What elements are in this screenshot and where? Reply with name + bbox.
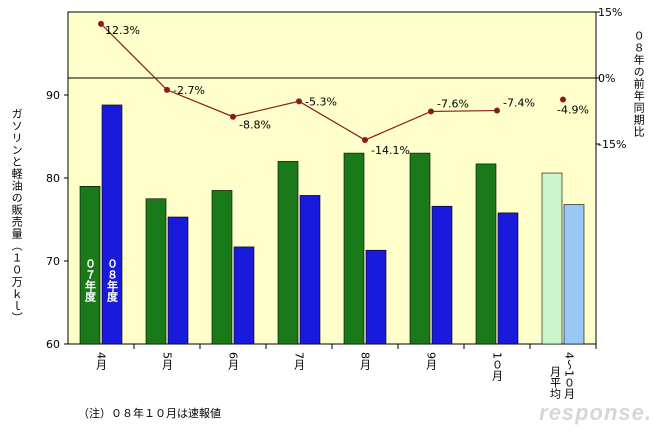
bar-07 bbox=[409, 152, 431, 345]
x-tick-label: 6月 bbox=[227, 352, 240, 370]
yoy-data-label: 12.3% bbox=[105, 24, 140, 37]
footnote: （注）０８年１０月は速報値 bbox=[78, 407, 221, 420]
bar-07 bbox=[277, 161, 299, 345]
x-tick-label: 7月 bbox=[293, 352, 306, 370]
watermark-logo: response. bbox=[539, 400, 652, 425]
bar-07 bbox=[541, 172, 563, 345]
bar-07 bbox=[343, 152, 365, 345]
x-tick-label: 9月 bbox=[425, 352, 438, 370]
right-tick-label: 15% bbox=[598, 6, 622, 19]
yoy-data-label: -7.6% bbox=[437, 97, 469, 110]
right-tick-label: 0% bbox=[598, 72, 615, 85]
yoy-point bbox=[164, 86, 170, 93]
left-tick-label: 60 bbox=[46, 338, 60, 351]
yoy-data-label: -7.4% bbox=[503, 97, 535, 110]
legend-label-08: ０８年度 bbox=[106, 258, 119, 303]
bar-07 bbox=[211, 190, 233, 345]
legend-label-07: ０７年度 bbox=[84, 258, 97, 303]
x-tick-label: 4月 bbox=[95, 352, 108, 370]
yoy-point bbox=[98, 20, 104, 27]
left-tick-label: 70 bbox=[46, 255, 60, 268]
yoy-point bbox=[230, 113, 236, 120]
yoy-data-label: -2.7% bbox=[173, 84, 205, 97]
yoy-data-label: -4.9% bbox=[557, 104, 589, 117]
yoy-point bbox=[428, 108, 434, 115]
right-tick-label: -15% bbox=[598, 138, 626, 151]
left-tick-label: 90 bbox=[46, 89, 60, 102]
x-tick-label: 1０月 bbox=[491, 352, 504, 381]
bar-08 bbox=[563, 204, 585, 345]
bar-08 bbox=[431, 205, 453, 345]
x-tick-label: 8月 bbox=[359, 352, 372, 370]
yoy-data-label: -8.8% bbox=[239, 119, 271, 132]
yoy-point bbox=[494, 107, 500, 114]
bar-08 bbox=[299, 195, 321, 345]
upper-band bbox=[68, 12, 596, 78]
left-tick-label: 80 bbox=[46, 172, 60, 185]
bar-08 bbox=[233, 246, 255, 345]
x-tick-label: 4～1０月 bbox=[563, 352, 576, 399]
yoy-data-label: -5.3% bbox=[305, 95, 337, 108]
bar-08 bbox=[365, 249, 387, 345]
x-tick-label: 5月 bbox=[161, 352, 174, 370]
x-tick-label-sub: 月平均 bbox=[549, 366, 562, 400]
bar-08 bbox=[497, 212, 519, 345]
bar-07 bbox=[145, 198, 167, 345]
bar-07 bbox=[79, 186, 101, 345]
left-axis-label: ガソリンと軽油の販売量（１０万ｋｌ） bbox=[10, 108, 24, 324]
yoy-data-label: -14.1% bbox=[371, 144, 410, 157]
yoy-point bbox=[362, 137, 368, 144]
yoy-point bbox=[296, 98, 302, 105]
bar-08 bbox=[101, 104, 123, 345]
right-axis-label: ０８年の前年同期比 bbox=[632, 30, 646, 138]
yoy-point bbox=[560, 96, 566, 103]
bar-07 bbox=[475, 163, 497, 345]
bar-08 bbox=[167, 216, 189, 345]
